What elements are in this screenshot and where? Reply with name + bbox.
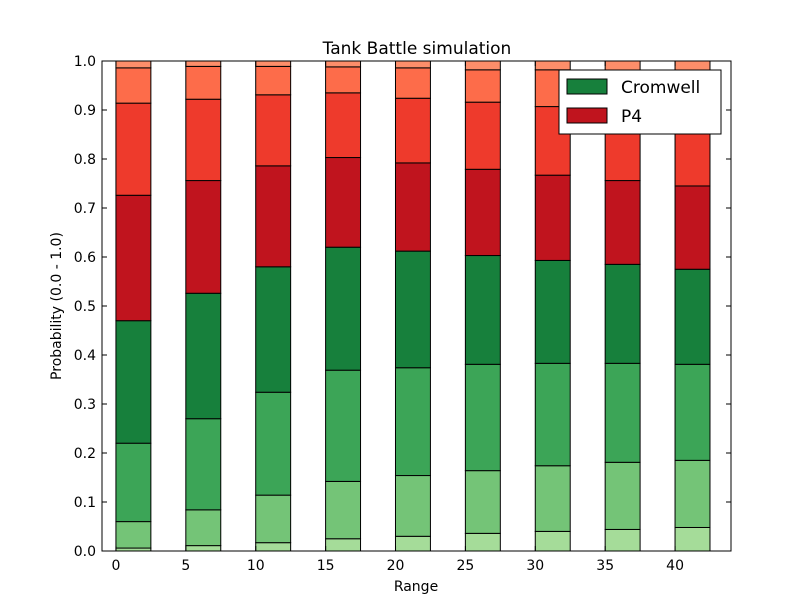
bar-segment [394, 67, 431, 99]
bar-segment [534, 530, 571, 552]
bar-segment [325, 92, 362, 159]
legend-label: Cromwell [621, 78, 700, 98]
y-tick-label: 0.9 [74, 103, 96, 119]
y-tick-label: 0.5 [74, 299, 96, 315]
bar-segment [115, 521, 152, 549]
bar-segment [325, 480, 362, 540]
x-tick-label: 30 [526, 558, 544, 574]
y-tick-label: 0.2 [74, 446, 96, 462]
bar-segment [534, 259, 571, 364]
bar-segment [604, 528, 641, 552]
bar-segment [115, 60, 152, 69]
y-tick-label: 0.6 [74, 250, 96, 266]
x-tick-label: 10 [247, 558, 265, 574]
bar-segment [534, 362, 571, 467]
bars-group [115, 60, 711, 552]
x-tick-label: 15 [317, 558, 335, 574]
bar-segment [115, 442, 152, 523]
bar-segment [464, 101, 501, 170]
y-axis-label: Probability (0.0 - 1.0) [49, 232, 65, 380]
bar-segment [674, 185, 711, 270]
bar-segment [325, 60, 362, 68]
bar-segment [604, 362, 641, 463]
plot-frame [101, 60, 732, 552]
legend-label: P4 [621, 107, 642, 127]
x-tick-label: 35 [596, 558, 614, 574]
bar-segment [534, 60, 571, 71]
y-tick-label: 0.8 [74, 152, 96, 168]
bar-segment [394, 97, 431, 164]
bar-segment [115, 67, 152, 104]
bar-segment [185, 60, 222, 67]
bar-segment [674, 459, 711, 528]
legend: Cromwell P4 [558, 69, 722, 135]
bar-segment [255, 94, 292, 167]
bar-segment [604, 263, 641, 364]
x-ticks: 0 5 10 15 20 25 30 35 40 [112, 61, 684, 574]
bar-segment [464, 60, 501, 71]
x-axis-label: Range [394, 579, 438, 595]
bar-segment [115, 102, 152, 196]
bar-segment [185, 65, 222, 100]
legend-swatch [566, 78, 608, 95]
chart-title: Tank Battle simulation [322, 39, 512, 59]
y-tick-label: 1.0 [74, 54, 96, 70]
y-tick-label: 0.1 [74, 495, 96, 511]
bar-segment [255, 266, 292, 393]
bar-segment [255, 65, 292, 96]
bar-segment [325, 369, 362, 482]
bar-segment [394, 250, 431, 369]
bar-segment [604, 180, 641, 265]
bar-segment [674, 268, 711, 365]
bar-segment [185, 509, 222, 547]
bar-segment [115, 320, 152, 444]
bar-segment [674, 363, 711, 461]
y-tick-label: 0.4 [74, 348, 96, 364]
bar-segment [255, 391, 292, 496]
bar-segment [394, 60, 431, 69]
bar-segment [534, 174, 571, 261]
bar-segment [394, 367, 431, 477]
x-tick-label: 0 [112, 558, 121, 574]
y-tick-label: 0.7 [74, 201, 96, 217]
bar-segment [464, 255, 501, 365]
bar-segment [255, 165, 292, 268]
x-tick-label: 40 [666, 558, 684, 574]
bar-segment [185, 292, 222, 420]
bar-segment [674, 526, 711, 552]
bar-segment [325, 157, 362, 248]
bar-segment [464, 69, 501, 103]
bar-segment [464, 532, 501, 552]
bar-segment [394, 162, 431, 252]
bar-segment [185, 545, 222, 552]
bar-segment [604, 461, 641, 530]
bar-segment [185, 180, 222, 294]
bar-segment [394, 475, 431, 537]
y-ticks: 0.0 0.1 0.2 0.3 0.4 0.5 0.6 0.7 0.8 0.9 1.0 [74, 54, 731, 560]
y-tick-label: 0.0 [74, 544, 96, 560]
bar-segment [255, 60, 292, 67]
x-tick-label: 20 [387, 558, 405, 574]
bar-segment [464, 363, 501, 472]
bar-segment [185, 418, 222, 511]
bar-segment [255, 542, 292, 552]
legend-swatch [566, 107, 608, 124]
x-tick-label: 25 [457, 558, 475, 574]
bar-segment [325, 538, 362, 552]
bar-segment [185, 98, 222, 182]
bar-segment [325, 246, 362, 371]
bar-segment [464, 470, 501, 534]
y-tick-label: 0.3 [74, 397, 96, 413]
bar-segment [255, 494, 292, 544]
bar-segment [394, 535, 431, 552]
bar-segment [115, 194, 152, 322]
x-tick-label: 5 [181, 558, 190, 574]
bar-segment [464, 168, 501, 257]
bar-segment [325, 66, 362, 94]
bar-segment [534, 465, 571, 532]
